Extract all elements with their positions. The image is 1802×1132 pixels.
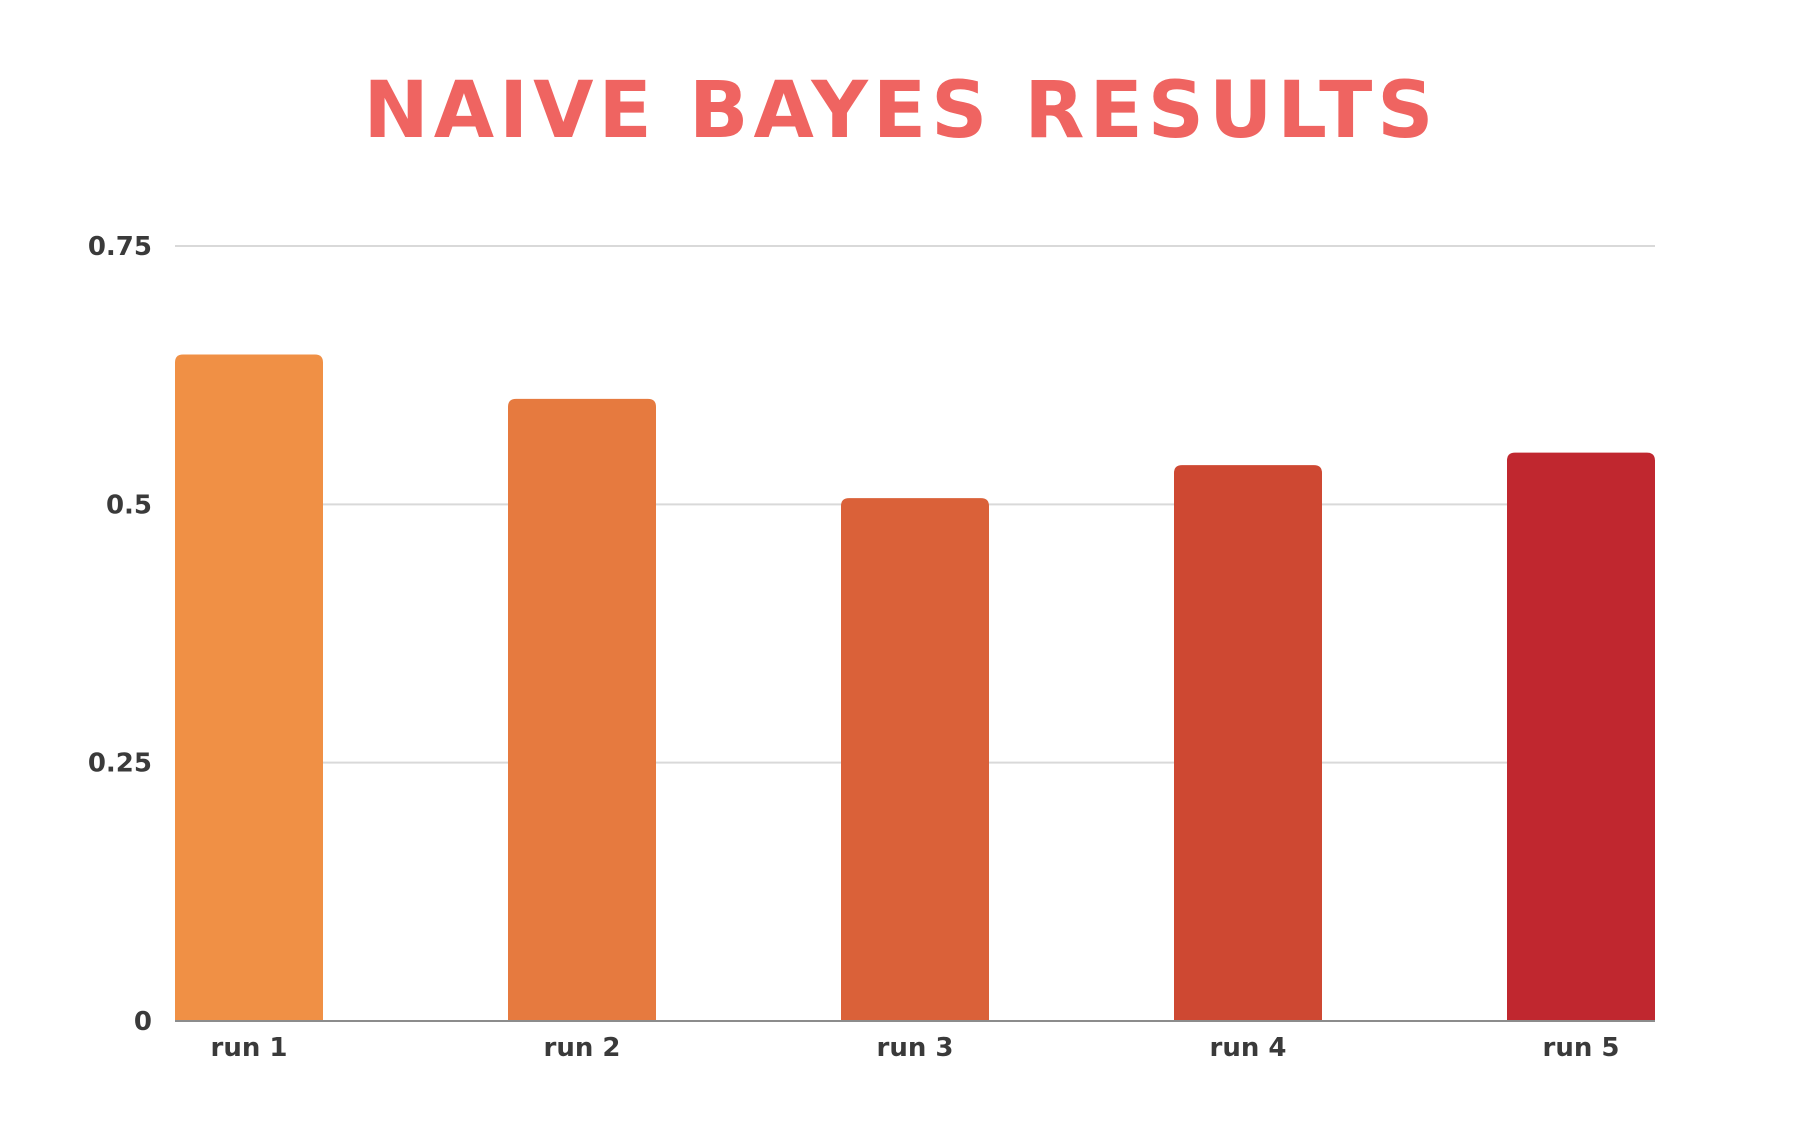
bar-5 [1507, 452, 1655, 1022]
x-category-label: run 3 [877, 1033, 954, 1063]
y-tick-label: 0.25 [88, 749, 152, 779]
x-category-label: run 1 [211, 1033, 288, 1063]
y-tick-label: 0.5 [106, 490, 152, 520]
bar-2 [508, 398, 656, 1021]
x-category-label: run 2 [544, 1033, 621, 1063]
bar-3 [841, 498, 989, 1022]
chart-title: NAIVE BAYES RESULTS [363, 66, 1439, 156]
bar-4 [1174, 465, 1322, 1022]
x-category-label: run 5 [1543, 1033, 1620, 1063]
y-tick-label: 0.75 [88, 232, 152, 262]
x-category-label: run 4 [1210, 1033, 1287, 1063]
y-tick-label: 0 [134, 1007, 152, 1037]
bar-1 [175, 354, 323, 1021]
